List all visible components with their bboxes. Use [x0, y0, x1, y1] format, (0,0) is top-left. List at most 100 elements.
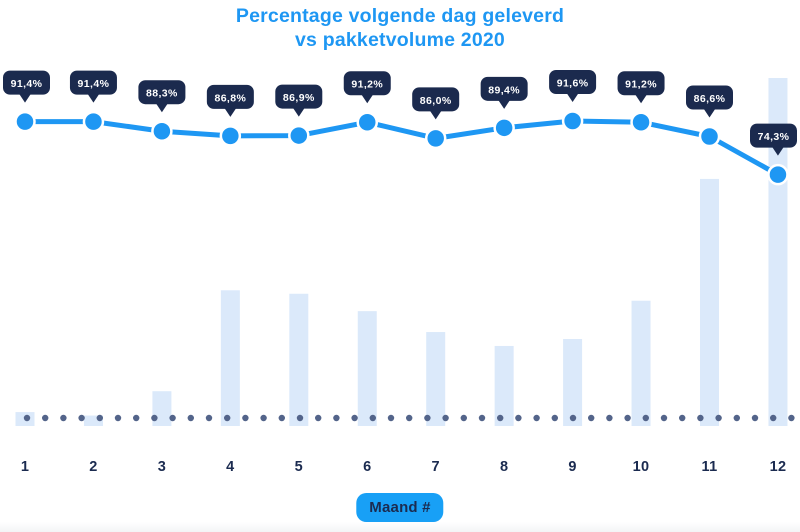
month-label-10: 10: [633, 459, 650, 475]
page-edge-shadow: [0, 522, 800, 532]
value-callout-tail: [224, 107, 237, 117]
baseline-dot: [387, 414, 395, 422]
baseline-dot: [133, 414, 140, 422]
chart-title-line1: Percentage volgende dag geleverd: [235, 5, 565, 27]
value-callout-label: 74,3%: [758, 131, 790, 143]
line-point-month-11: [698, 125, 721, 148]
baseline-dot: [224, 414, 231, 422]
value-callout-tail: [292, 107, 305, 117]
baseline-dot: [770, 414, 777, 422]
baseline-dot: [551, 414, 558, 422]
volume-bar-month-11: [700, 178, 719, 426]
baseline-dot: [751, 414, 759, 422]
value-callout: [343, 71, 391, 96]
baseline-dot: [187, 414, 194, 422]
value-callout: [275, 84, 323, 109]
baseline-dot: [715, 414, 722, 422]
baseline-dot: [424, 414, 431, 422]
baseline-dot: [788, 414, 795, 422]
volume-bar-month-8: [494, 345, 514, 426]
volume-bar-month-4: [220, 290, 240, 426]
value-callout: [3, 70, 50, 95]
value-callout-label: 91,2%: [625, 79, 657, 91]
month-label-12: 12: [770, 459, 787, 475]
baseline-dot: [369, 414, 376, 422]
value-callout: [206, 84, 254, 109]
baseline-dot: [569, 414, 577, 422]
baseline-dot: [242, 414, 249, 422]
line-point-month-6: [356, 111, 378, 133]
volume-bar-month-6: [357, 311, 377, 426]
baseline-dot: [23, 414, 31, 422]
volume-bar-month-9: [563, 339, 583, 426]
month-label-2: 2: [89, 459, 97, 475]
value-callout-tail: [155, 103, 168, 113]
volume-bar-month-10: [631, 300, 651, 426]
baseline-dot: [642, 414, 649, 422]
baseline-dot: [606, 414, 613, 422]
value-callout-tail: [566, 93, 579, 102]
value-callout-tail: [361, 94, 374, 104]
value-callout: [617, 71, 665, 96]
trend-line: [22, 118, 781, 178]
value-callout: [69, 70, 117, 95]
line-point-month-2: [82, 110, 105, 133]
value-callout-tail: [703, 108, 716, 118]
value-callout: [686, 85, 733, 110]
value-callout-label: 91,4%: [11, 78, 43, 90]
chart-title: Percentage volgende dag geleverd vs pakk…: [0, 5, 800, 53]
value-callout-label: 91,2%: [351, 79, 383, 91]
line-point-month-8: [493, 117, 515, 139]
baseline-dot: [42, 414, 49, 422]
baseline-dot: [624, 414, 631, 422]
value-callout-tail: [635, 94, 648, 104]
value-callout-label: 86,8%: [214, 92, 246, 104]
month-label-4: 4: [226, 459, 234, 475]
value-callout-label: 89,4%: [488, 84, 520, 96]
baseline-dot: [442, 414, 449, 422]
baseline-dot: [351, 414, 358, 422]
month-label-8: 8: [500, 459, 508, 475]
value-callout-label: 86,6%: [694, 93, 726, 105]
baseline-dot: [478, 414, 486, 422]
baseline-dot: [497, 414, 504, 422]
month-label-6: 6: [363, 459, 371, 475]
x-axis-title-badge: Maand #: [356, 493, 444, 522]
line-point-month-9: [561, 110, 584, 132]
baseline-dot: [60, 414, 67, 422]
baseline-dot: [406, 414, 413, 422]
value-callout: [138, 80, 186, 105]
volume-bar-month-2: [83, 415, 103, 426]
chart-title-line2: vs pakketvolume 2020: [295, 28, 505, 51]
value-callout-tail: [19, 93, 31, 103]
baseline-dot: [96, 414, 104, 422]
value-callout-tail: [771, 146, 784, 156]
baseline-dot: [205, 414, 213, 422]
month-label-1: 1: [21, 459, 29, 475]
baseline-dot: [733, 414, 740, 422]
line-point-month-7: [424, 127, 447, 150]
month-label-3: 3: [158, 459, 166, 475]
baseline-dot: [260, 414, 267, 422]
baseline-dot: [315, 414, 322, 422]
value-callout: [412, 87, 460, 112]
month-label-11: 11: [702, 459, 718, 475]
value-callout-label: 88,3%: [146, 88, 178, 100]
value-callout-label: 86,0%: [420, 95, 452, 107]
volume-bar-month-5: [289, 293, 309, 426]
line-point-month-4: [219, 125, 242, 147]
volume-bar-month-7: [426, 332, 446, 426]
baseline-dot: [533, 414, 540, 422]
baseline-dot: [78, 414, 85, 422]
baseline-dot: [278, 414, 285, 422]
line-point-month-3: [151, 120, 173, 142]
value-callout: [750, 123, 797, 148]
month-label-5: 5: [295, 459, 303, 475]
value-callout: [480, 76, 528, 101]
value-callout-tail: [429, 110, 442, 120]
baseline-dot: [151, 414, 158, 422]
baseline-dot: [333, 414, 340, 422]
line-point-month-12: [767, 163, 789, 186]
combo-chart: 91,4% 91,4% 88,3% 86,8% 86,9% 91,2% 86,0% 89,4%…: [3, 70, 797, 475]
